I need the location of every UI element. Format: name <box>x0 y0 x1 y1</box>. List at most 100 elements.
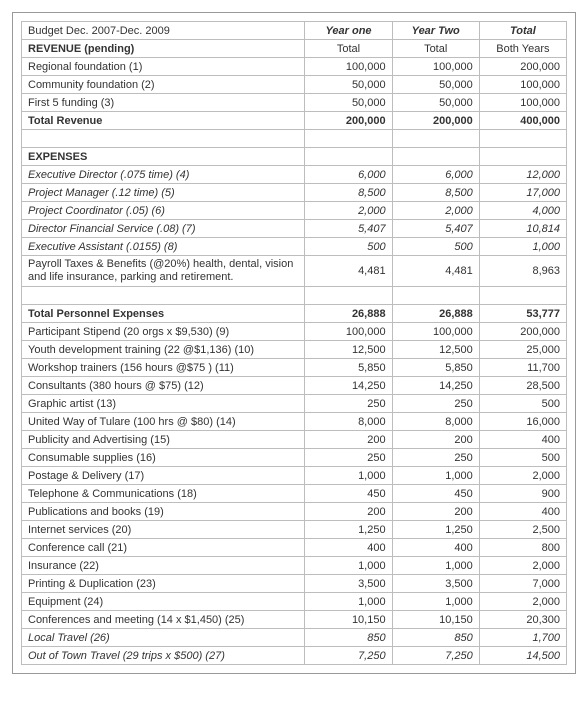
expense-y2: 200 <box>392 431 479 449</box>
subhead-both-years: Both Years <box>479 40 566 58</box>
revenue-heading: REVENUE (pending) <box>22 40 305 58</box>
expense-y1: 1,000 <box>305 557 392 575</box>
expense-label: Graphic artist (13) <box>22 395 305 413</box>
total-revenue-tot: 400,000 <box>479 112 566 130</box>
expense-tot: 20,300 <box>479 611 566 629</box>
expense-y2: 14,250 <box>392 377 479 395</box>
personnel-tot: 17,000 <box>479 184 566 202</box>
expense-y1: 850 <box>305 629 392 647</box>
expense-y1: 7,250 <box>305 647 392 665</box>
revenue-row-label: Regional foundation (1) <box>22 58 305 76</box>
blank <box>479 130 566 148</box>
blank <box>479 287 566 305</box>
expense-y2: 3,500 <box>392 575 479 593</box>
expense-y2: 100,000 <box>392 323 479 341</box>
expense-tot: 14,500 <box>479 647 566 665</box>
total-personnel-y2: 26,888 <box>392 305 479 323</box>
expense-label: Consultants (380 hours @ $75) (12) <box>22 377 305 395</box>
expense-y2: 10,150 <box>392 611 479 629</box>
budget-table: Budget Dec. 2007-Dec. 2009Year oneYear T… <box>21 21 567 665</box>
revenue-y2: 50,000 <box>392 94 479 112</box>
expense-y1: 1,250 <box>305 521 392 539</box>
expense-y1: 400 <box>305 539 392 557</box>
expense-y1: 200 <box>305 503 392 521</box>
expense-y2: 1,000 <box>392 557 479 575</box>
expense-tot: 400 <box>479 503 566 521</box>
expense-y1: 250 <box>305 395 392 413</box>
expense-tot: 28,500 <box>479 377 566 395</box>
expense-y1: 14,250 <box>305 377 392 395</box>
blank <box>305 287 392 305</box>
expense-label: Conferences and meeting (14 x $1,450) (2… <box>22 611 305 629</box>
subhead-total-1: Total <box>305 40 392 58</box>
expense-tot: 16,000 <box>479 413 566 431</box>
expense-label: Out of Town Travel (29 trips x $500) (27… <box>22 647 305 665</box>
col-year-two: Year Two <box>392 22 479 40</box>
personnel-tot: 12,000 <box>479 166 566 184</box>
expense-label: Telephone & Communications (18) <box>22 485 305 503</box>
expense-y1: 3,500 <box>305 575 392 593</box>
personnel-y2: 6,000 <box>392 166 479 184</box>
col-year-one: Year one <box>305 22 392 40</box>
revenue-row-label: Community foundation (2) <box>22 76 305 94</box>
revenue-tot: 100,000 <box>479 94 566 112</box>
total-revenue-y2: 200,000 <box>392 112 479 130</box>
expense-y2: 250 <box>392 395 479 413</box>
expense-label: Consumable supplies (16) <box>22 449 305 467</box>
expense-y1: 12,500 <box>305 341 392 359</box>
blank <box>305 148 392 166</box>
expense-y1: 200 <box>305 431 392 449</box>
revenue-tot: 100,000 <box>479 76 566 94</box>
personnel-label: Project Manager (.12 time) (5) <box>22 184 305 202</box>
expense-tot: 25,000 <box>479 341 566 359</box>
expense-tot: 2,000 <box>479 557 566 575</box>
expense-tot: 2,500 <box>479 521 566 539</box>
expense-tot: 900 <box>479 485 566 503</box>
expense-y1: 250 <box>305 449 392 467</box>
personnel-tot: 1,000 <box>479 238 566 256</box>
total-personnel-label: Total Personnel Expenses <box>22 305 305 323</box>
personnel-y1: 4,481 <box>305 256 392 287</box>
personnel-tot: 4,000 <box>479 202 566 220</box>
personnel-y1: 8,500 <box>305 184 392 202</box>
personnel-y1: 2,000 <box>305 202 392 220</box>
blank <box>22 130 305 148</box>
expense-label: Insurance (22) <box>22 557 305 575</box>
personnel-y1: 500 <box>305 238 392 256</box>
title-cell: Budget Dec. 2007-Dec. 2009 <box>22 22 305 40</box>
expense-label: United Way of Tulare (100 hrs @ $80) (14… <box>22 413 305 431</box>
personnel-label: Executive Director (.075 time) (4) <box>22 166 305 184</box>
expense-y2: 250 <box>392 449 479 467</box>
expense-y1: 100,000 <box>305 323 392 341</box>
expense-tot: 400 <box>479 431 566 449</box>
expense-label: Youth development training (22 @$1,136) … <box>22 341 305 359</box>
expense-label: Conference call (21) <box>22 539 305 557</box>
personnel-tot: 10,814 <box>479 220 566 238</box>
blank <box>305 130 392 148</box>
revenue-y1: 50,000 <box>305 94 392 112</box>
blank <box>392 287 479 305</box>
expense-label: Workshop trainers (156 hours @$75 ) (11) <box>22 359 305 377</box>
expense-tot: 800 <box>479 539 566 557</box>
expense-y2: 5,850 <box>392 359 479 377</box>
expense-tot: 1,700 <box>479 629 566 647</box>
expense-y2: 1,250 <box>392 521 479 539</box>
expense-y2: 1,000 <box>392 593 479 611</box>
expense-y2: 200 <box>392 503 479 521</box>
expense-y1: 5,850 <box>305 359 392 377</box>
personnel-y2: 2,000 <box>392 202 479 220</box>
expense-label: Local Travel (26) <box>22 629 305 647</box>
personnel-y2: 500 <box>392 238 479 256</box>
personnel-label: Director Financial Service (.08) (7) <box>22 220 305 238</box>
budget-container: Budget Dec. 2007-Dec. 2009Year oneYear T… <box>12 12 576 674</box>
expense-label: Publicity and Advertising (15) <box>22 431 305 449</box>
personnel-y2: 5,407 <box>392 220 479 238</box>
expense-tot: 500 <box>479 449 566 467</box>
expense-label: Internet services (20) <box>22 521 305 539</box>
blank <box>392 130 479 148</box>
revenue-tot: 200,000 <box>479 58 566 76</box>
revenue-y2: 50,000 <box>392 76 479 94</box>
expense-label: Participant Stipend (20 orgs x $9,530) (… <box>22 323 305 341</box>
expense-tot: 7,000 <box>479 575 566 593</box>
expense-tot: 2,000 <box>479 467 566 485</box>
